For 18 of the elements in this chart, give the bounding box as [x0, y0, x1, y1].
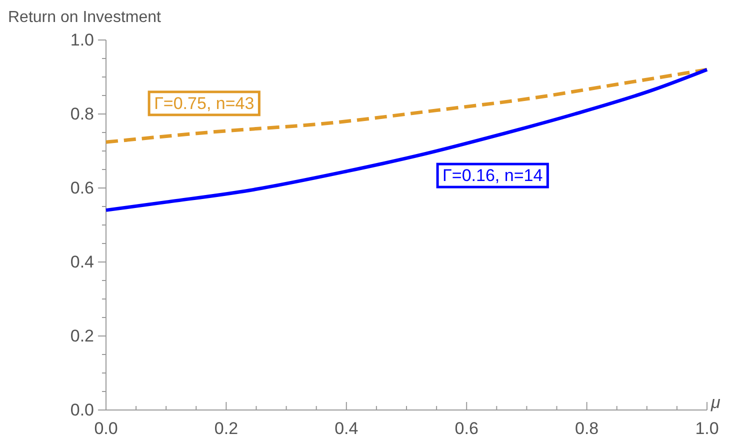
y-tick-label: 0.0: [70, 400, 94, 420]
line-series: [104, 68, 709, 144]
x-tick-label: 0.2: [214, 419, 238, 438]
y-tick-label: 0.6: [70, 178, 94, 198]
x-tick-label: 0.6: [454, 419, 478, 438]
y-axis-title: Return on Investment: [8, 9, 162, 26]
y-tick-label: 0.8: [70, 104, 94, 124]
y-tick-label: 0.4: [70, 252, 94, 272]
x-axis-title: μ: [710, 393, 721, 412]
series-label: Γ=0.16, n=14: [442, 166, 543, 186]
y-tick-label: 1.0: [70, 30, 94, 50]
x-tick-label: 0.4: [334, 419, 358, 438]
x-tick-label: 1.0: [695, 419, 719, 438]
y-tick-label: 0.2: [70, 326, 94, 346]
x-tick-label: 0.8: [574, 419, 599, 438]
line-series: [104, 68, 709, 212]
x-tick-label: 0.0: [94, 419, 118, 438]
series-label: Γ=0.75, n=43: [154, 94, 254, 113]
